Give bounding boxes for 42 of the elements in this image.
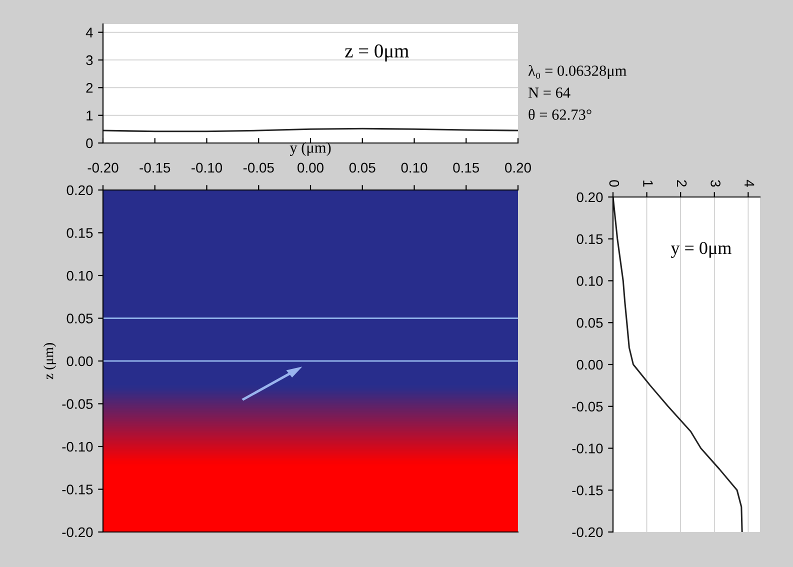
y-tick-label: 0.20 xyxy=(576,192,603,202)
y-tick-label: -0.10 xyxy=(572,444,603,454)
y-tick-label: 3 xyxy=(86,55,93,66)
x-tick-label: 0.15 xyxy=(453,162,480,173)
text: N = 64 xyxy=(528,88,570,98)
y-tick-label: 0.10 xyxy=(576,276,603,286)
y-tick-label: 4 xyxy=(86,28,93,38)
x-tick-label: 0 xyxy=(609,180,620,187)
y-tick-label: 0.05 xyxy=(66,314,93,324)
x-tick-label: 3 xyxy=(710,180,720,187)
y-tick-label: 0.15 xyxy=(66,228,93,238)
text: λ₀ = 0.06328μm xyxy=(528,64,626,80)
annotation: y = 0μm xyxy=(670,242,732,258)
y-tick-label: -0.10 xyxy=(62,442,93,452)
x-tick-label: 0.20 xyxy=(505,162,531,173)
y-tick-label: 0.00 xyxy=(576,360,603,370)
x-tick-label: 1 xyxy=(643,180,653,187)
x-axis-title: y (μm) xyxy=(290,142,331,156)
x-tick-label: 4 xyxy=(744,180,754,187)
text: θ = 62.73° xyxy=(528,108,592,120)
x-tick-label: -0.15 xyxy=(140,162,170,173)
y-tick-label: 0 xyxy=(86,138,93,148)
x-tick-label: -0.05 xyxy=(243,162,274,173)
y-tick-label: 1 xyxy=(86,110,93,120)
y-tick-label: -0.20 xyxy=(62,527,93,538)
y-tick-label: 0.10 xyxy=(66,270,93,281)
y-tick-label: 0.15 xyxy=(576,234,603,244)
x-tick-label: -0.10 xyxy=(192,162,222,173)
y-tick-label: -0.05 xyxy=(572,402,603,412)
annotation: z = 0μm xyxy=(345,44,409,62)
y-axis-title: z (μm) xyxy=(43,343,56,380)
y-tick-label: -0.15 xyxy=(572,485,603,496)
x-tick-label: 0.00 xyxy=(298,162,324,173)
x-tick-label: 0.10 xyxy=(401,162,428,173)
y-tick-label: 2 xyxy=(86,82,93,93)
y-tick-label: 0.00 xyxy=(66,356,93,366)
y-tick-label: -0.05 xyxy=(62,399,93,409)
y-tick-label: -0.20 xyxy=(572,527,603,538)
y-tick-label: 0.05 xyxy=(576,318,603,328)
y-tick-label: -0.15 xyxy=(62,484,93,494)
x-tick-label: 2 xyxy=(676,180,687,187)
x-tick-label: 0.05 xyxy=(349,162,376,173)
